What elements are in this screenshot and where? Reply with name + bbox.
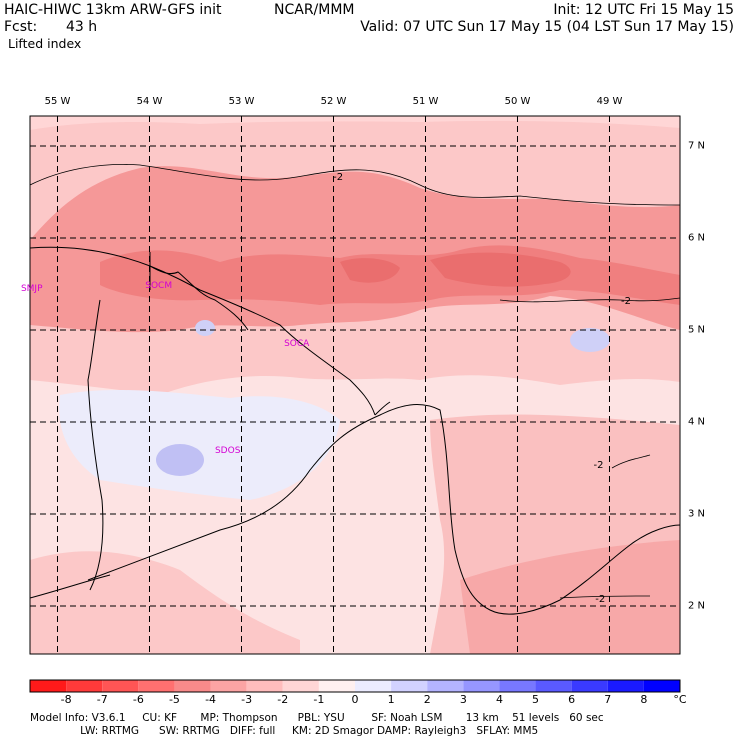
colorbar-label: -4 [205,693,217,706]
colorbar-swatch [174,680,211,692]
station-label: SOCM [145,280,173,291]
field-name: Lifted index [8,36,82,51]
latitude-label: 4 N [688,416,706,428]
shade-core-2 [430,252,571,287]
colorbar-swatch [427,680,464,692]
colorbar-label: -2 [277,693,289,706]
contour-label: -2 [621,296,632,308]
shade-core-3 [340,258,400,283]
colorbar-swatch [102,680,139,692]
contour-lines [30,164,680,599]
latitude-label: 5 N [688,324,706,336]
border-suriname-west [87,299,104,591]
contour-minus2-se2 [559,595,651,599]
colorbar-swatch [391,680,428,692]
colorbar-label: -7 [96,693,108,706]
coast-tail [374,401,391,416]
colorbar-swatch [607,680,644,692]
shade-blue-blob-3 [195,320,215,336]
colorbar-swatch [138,680,175,692]
shade-stable-area [59,389,341,500]
longitude-label: 53 W [228,96,255,107]
colorbar-label: 5 [532,693,540,706]
model-title: HAIC-HIWC 13km ARW-GFS init [4,2,222,18]
colorbar-swatch [318,680,355,692]
colorbar-label: 8 [640,693,648,706]
colorbar-label: 2 [423,693,431,706]
colorbar-label: -3 [241,693,253,706]
colorbar-unit: °C [673,693,687,706]
colorbar-label: 3 [459,693,467,706]
colorbar-swatch [30,680,67,692]
longitude-label: 52 W [320,96,347,107]
colorbar-label: -8 [60,693,72,706]
contour-minus2-north [30,164,680,206]
longitude-label: 51 W [412,96,439,107]
model-info-line1: Model Info: V3.6.1 CU: KF MP: Thompson P… [30,712,604,724]
station-label: SOCA [284,338,310,349]
colorbar-label: 1 [387,693,395,706]
colorbar-label: -1 [313,693,325,706]
colorbar-swatch [355,680,392,692]
forecast-label: Fcst: [4,19,38,35]
latitude-label: 6 N [688,232,706,244]
model-info-line2: LW: RRTMG SW: RRTMG DIFF: full KM: 2D Sm… [30,725,539,737]
colorbar-label: 0 [351,693,359,706]
contour-minus2-east [499,297,680,303]
coastlines-borders [30,246,680,615]
contour-label: -2 [595,593,606,605]
init-time: Init: 12 UTC Fri 15 May 15 [553,2,734,18]
station-label: SDOS [214,446,241,457]
contour-minus2-se1 [611,454,651,469]
colorbar-label: -5 [168,693,180,706]
latitude-label: 3 N [688,508,706,520]
shade-blue-blob-1 [156,444,204,476]
longitude-label: 50 W [504,96,531,107]
colorbar-swatch [282,680,319,692]
shade-south-west [30,551,300,654]
field-shading [30,116,680,654]
plot-frame [29,115,681,655]
longitude-label: 55 W [44,96,71,107]
colorbar-swatch [246,680,283,692]
colorbar-label: 4 [495,693,503,706]
shade-blue-blob-2 [570,328,610,352]
colorbar-swatch [210,680,247,692]
contour-label: -2 [333,172,344,184]
colorbar-swatch [499,680,536,692]
border-brazil-amapa [87,404,680,615]
colorbar-swatch [571,680,608,692]
valid-time: Valid: 07 UTC Sun 17 May 15 (04 LST Sun … [360,19,734,35]
coastline [30,246,376,416]
latitude-label: 7 N [688,140,706,152]
colorbar-swatch [463,680,500,692]
lat-lon-grid [30,116,680,654]
longitude-label: 49 W [596,96,623,107]
colorbar-frame [29,679,681,693]
border-south-west [30,574,111,599]
colorbar [29,679,681,693]
organization-label: NCAR/MMM [274,2,355,18]
shade-south-east-deep [460,540,680,654]
colorbar-label: 7 [604,693,612,706]
station-label: SMJP [20,283,43,294]
colorbar-swatch [66,680,103,692]
colorbar-label: -6 [132,693,144,706]
colorbar-swatch [535,680,572,692]
contour-label: -2 [593,460,604,472]
border-suriname-fg [149,265,249,331]
colorbar-label: 6 [568,693,576,706]
latitude-label: 2 N [688,600,706,612]
longitude-label: 54 W [136,96,163,107]
forecast-hour: 43 h [66,19,98,35]
colorbar-swatch [643,680,680,692]
